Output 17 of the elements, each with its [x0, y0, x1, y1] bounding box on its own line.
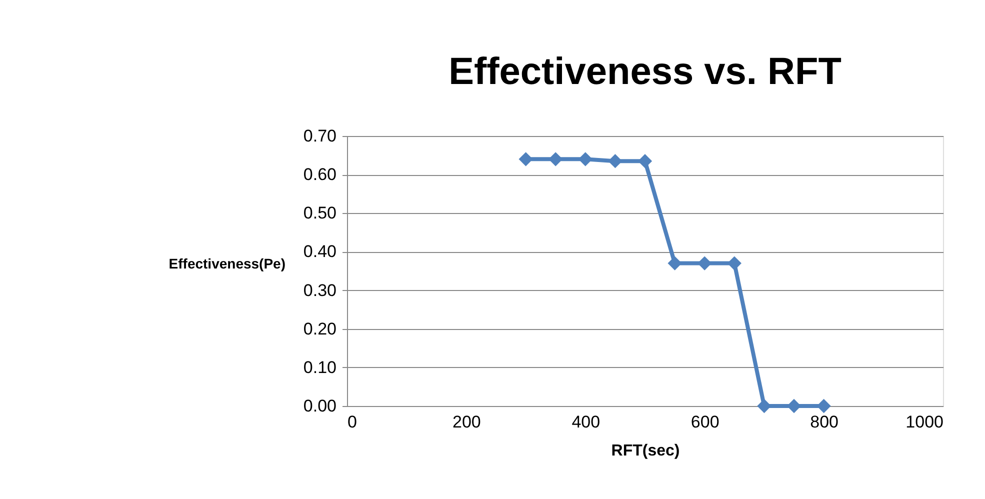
x-tick-label: 600	[690, 412, 720, 432]
x-tick-label: 1000	[906, 412, 944, 432]
y-tick-label: 0.50	[303, 204, 336, 223]
x-tick-label: 800	[810, 412, 838, 432]
chart-title: Effectiveness vs. RFT	[448, 51, 842, 93]
y-tick-label: 0.60	[303, 165, 336, 184]
x-axis-title: RFT(sec)	[611, 442, 680, 460]
y-tick-label: 0.10	[303, 358, 336, 377]
x-tick-label: 200	[452, 412, 481, 432]
x-tick-label: 400	[572, 412, 600, 432]
y-tick-label: 0.70	[303, 126, 336, 146]
y-tick-label: 0.30	[303, 280, 336, 300]
y-axis-title: Effectiveness(Pe)	[168, 256, 286, 272]
x-tick-label: 0	[348, 412, 357, 432]
y-tick-label: 0.00	[303, 396, 336, 416]
y-tick-label: 0.40	[303, 242, 336, 262]
y-tick-label: 0.20	[303, 319, 336, 338]
